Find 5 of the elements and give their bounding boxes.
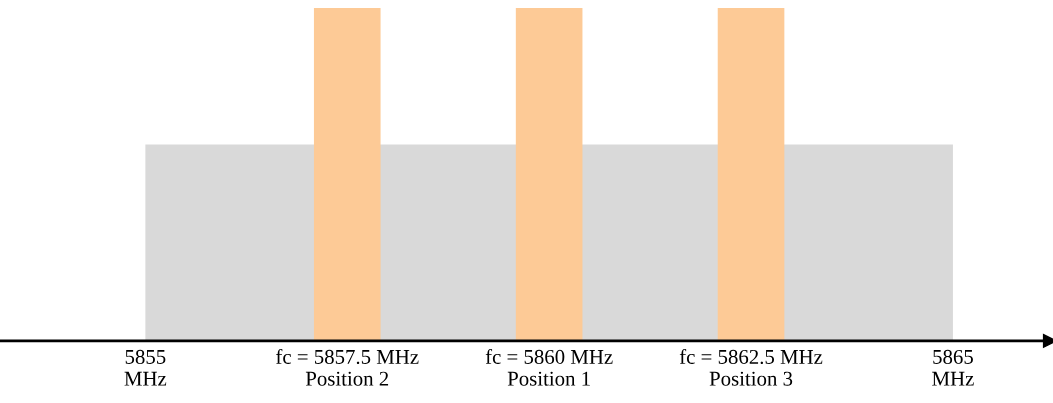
x-tick-label: fc = 5860 MHz Position 1 <box>485 349 613 386</box>
x-tick-label: 5865 MHz <box>932 349 974 386</box>
x-tick-label: fc = 5857.5 MHz Position 2 <box>276 349 419 386</box>
x-tick-label: fc = 5862.5 MHz Position 3 <box>679 349 823 386</box>
x-tick-label: 5855 MHz <box>124 349 167 386</box>
